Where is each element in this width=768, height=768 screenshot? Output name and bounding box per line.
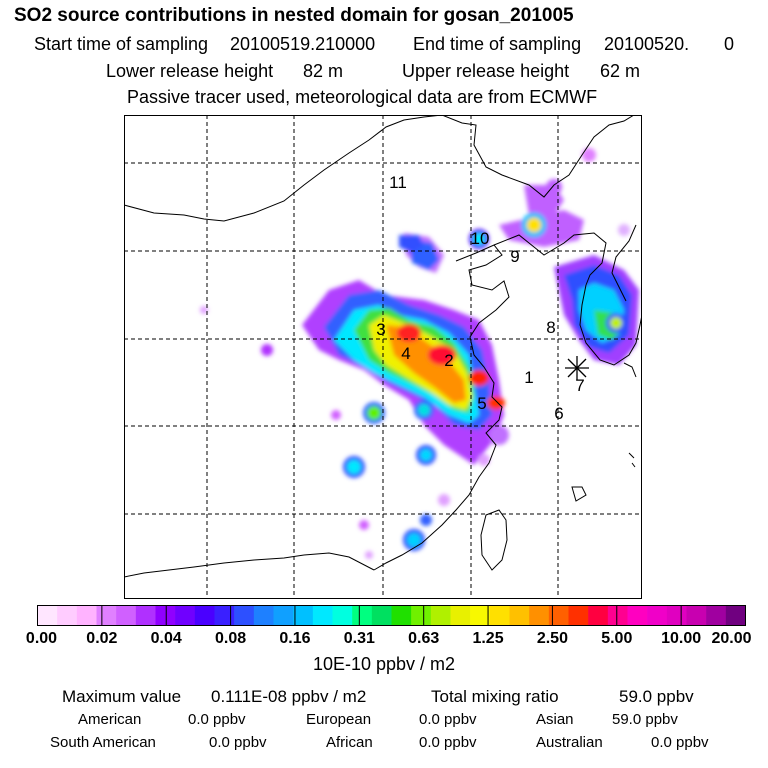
colorbar-cell xyxy=(175,605,196,626)
map-frame xyxy=(124,115,642,599)
region-label-2: 2 xyxy=(444,351,453,370)
region-name: Australian xyxy=(536,734,603,751)
colorbar-tick-label: 0.08 xyxy=(215,630,247,647)
region-label-11: 11 xyxy=(389,173,407,192)
colorbar-cell xyxy=(155,605,176,626)
region-value: 0.0 ppbv xyxy=(188,711,246,728)
colorbar-cell xyxy=(686,605,707,626)
colorbar-cell xyxy=(450,605,471,626)
region-name: African xyxy=(326,734,373,751)
end-time-value-tail: 0 xyxy=(724,34,735,54)
region-label-1: 1 xyxy=(524,368,533,387)
colorbar-cell xyxy=(135,605,156,626)
colorbar-cell xyxy=(57,605,78,626)
colorbar xyxy=(37,605,746,626)
colorbar-cell xyxy=(391,605,412,626)
colorbar-tick-label: 1.25 xyxy=(472,630,504,647)
colorbar-cell xyxy=(253,605,274,626)
region-value: 0.0 ppbv xyxy=(209,734,267,751)
colorbar-cell xyxy=(470,605,491,626)
colorbar-units: 10E-10 ppbv / m2 xyxy=(312,654,456,674)
colorbar-tick-label: 20.00 xyxy=(711,630,752,647)
page-title: SO2 source contributions in nested domai… xyxy=(14,5,574,26)
upper-release-value: 62 m xyxy=(600,61,641,81)
colorbar-cell xyxy=(588,605,609,626)
colorbar-cell xyxy=(332,605,353,626)
region-label-4: 4 xyxy=(401,344,410,363)
region-label-7: 7 xyxy=(575,376,584,395)
end-time-value: 20100520. xyxy=(604,34,690,54)
colorbar-cell xyxy=(647,605,668,626)
region-label-8: 8 xyxy=(546,318,555,337)
total-mixing-value: 59.0 ppbv xyxy=(619,687,694,706)
colorbar-cell xyxy=(293,605,314,626)
region-label-3: 3 xyxy=(376,320,385,339)
colorbar-cell xyxy=(214,605,235,626)
region-value: 59.0 ppbv xyxy=(612,711,678,728)
colorbar-tick-label: 5.00 xyxy=(601,630,633,647)
region-name: American xyxy=(78,711,142,728)
region-label-5: 5 xyxy=(477,394,486,413)
end-time-label: End time of sampling xyxy=(413,34,582,54)
colorbar-tick-label: 10.00 xyxy=(661,630,702,647)
coastlines xyxy=(124,115,642,578)
total-mixing-label: Total mixing ratio xyxy=(431,687,559,706)
lower-release-label: Lower release height xyxy=(106,61,274,81)
region-name: European xyxy=(306,711,372,728)
concentration-field xyxy=(200,148,639,559)
colorbar-cell xyxy=(273,605,294,626)
start-time-label: Start time of sampling xyxy=(34,34,209,54)
max-value: 0.111E-08 ppbv / m2 xyxy=(211,687,367,706)
lat-lon-grid xyxy=(124,115,642,599)
colorbar-cell xyxy=(529,605,550,626)
region-name: Asian xyxy=(536,711,574,728)
region-value: 0.0 ppbv xyxy=(651,734,709,751)
colorbar-cell xyxy=(116,605,137,626)
colorbar-cell xyxy=(509,605,530,626)
region-label-6: 6 xyxy=(554,404,563,423)
colorbar-cell xyxy=(312,605,333,626)
colorbar-cell xyxy=(666,605,687,626)
star-icon xyxy=(565,356,589,380)
lower-release-value: 82 m xyxy=(303,61,344,81)
region-value: 0.0 ppbv xyxy=(419,734,477,751)
colorbar-tick-label: 0.00 xyxy=(25,630,58,647)
colorbar-cell xyxy=(489,605,510,626)
colorbar-cell xyxy=(234,605,255,626)
colorbar-cell xyxy=(371,605,392,626)
max-value-label: Maximum value xyxy=(62,687,182,706)
colorbar-tick-label: 0.63 xyxy=(408,630,440,647)
upper-release-label: Upper release height xyxy=(402,61,570,81)
colorbar-cell xyxy=(607,605,628,626)
map-panel: 1 2 3 4 5 6 7 8 9 10 11 xyxy=(124,115,642,599)
start-time-value: 20100519.210000 xyxy=(230,34,376,54)
colorbar-cell xyxy=(352,605,373,626)
colorbar-cell xyxy=(96,605,117,626)
region-value: 0.0 ppbv xyxy=(419,711,477,728)
colorbar-cell xyxy=(37,605,58,626)
colorbar-cell xyxy=(411,605,432,626)
colorbar-cell xyxy=(627,605,648,626)
colorbar-tick-label: 0.31 xyxy=(343,630,375,647)
colorbar-cell xyxy=(548,605,569,626)
colorbar-tick-label: 0.02 xyxy=(86,630,118,647)
region-label-10: 10 xyxy=(471,229,490,248)
region-name: South American xyxy=(50,734,156,751)
colorbar-cell xyxy=(706,605,727,626)
colorbar-tick-label: 2.50 xyxy=(536,630,568,647)
colorbar-cell xyxy=(430,605,451,626)
tracer-note: Passive tracer used, meteorological data… xyxy=(127,87,598,107)
colorbar-cell xyxy=(568,605,589,626)
colorbar-tick-label: 0.04 xyxy=(150,630,182,647)
colorbar-cell xyxy=(76,605,97,626)
colorbar-tick-label: 0.16 xyxy=(279,630,311,647)
colorbar-cell xyxy=(725,605,746,626)
colorbar-cell xyxy=(194,605,215,626)
region-label-9: 9 xyxy=(510,247,519,266)
